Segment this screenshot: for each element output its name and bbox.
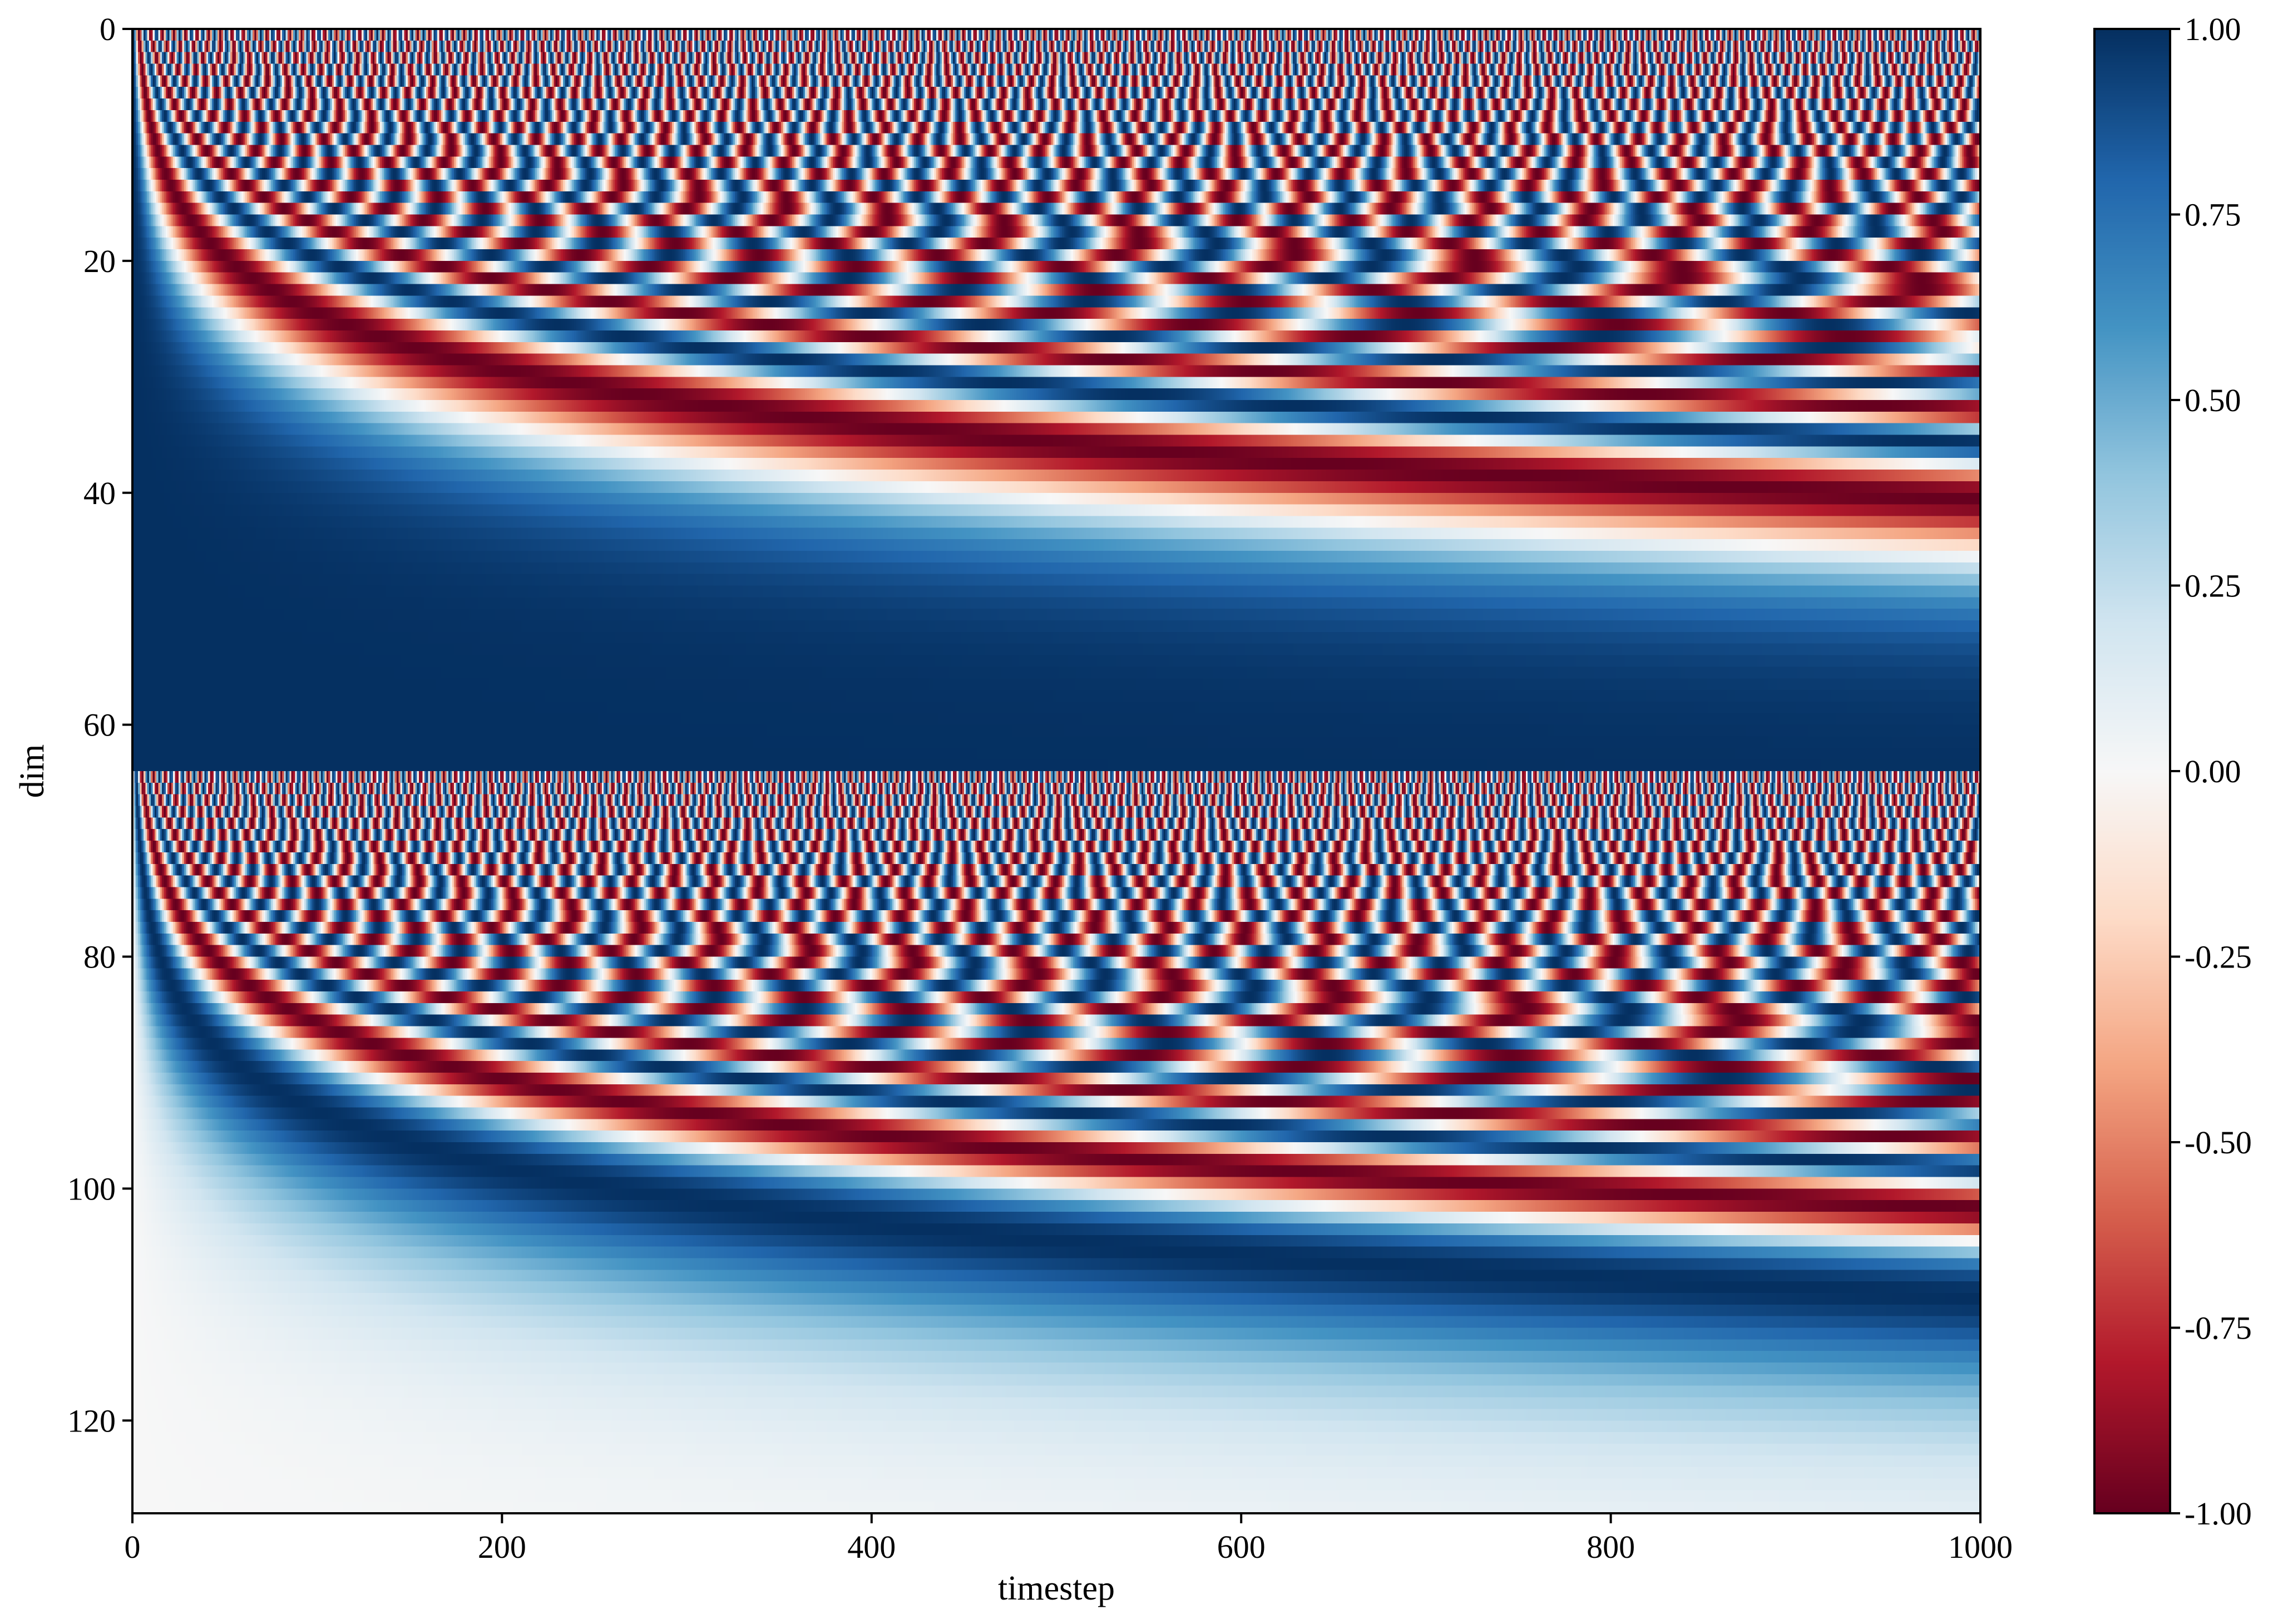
x-axis-label: timestep xyxy=(998,1569,1115,1607)
colorbar-tick-label: 0.75 xyxy=(2185,197,2241,233)
y-tick-label: 100 xyxy=(67,1171,116,1207)
colorbar-frame xyxy=(2093,28,2171,1514)
y-tick-label: 120 xyxy=(67,1403,116,1439)
colorbar-tick-label: 0.50 xyxy=(2185,382,2241,418)
heatmap-image xyxy=(132,29,1980,1513)
colorbar-axis: 1.00 0.75 0.50 0.25 0.00 -0.25 -0.50 -0.75 -1.00 xyxy=(2170,11,2252,1532)
colorbar-tick-label: -0.50 xyxy=(2185,1124,2252,1161)
colorbar-tick-label: -0.75 xyxy=(2185,1310,2252,1346)
colorbar-tick-label: -1.00 xyxy=(2185,1495,2252,1532)
y-axis: 0 20 40 60 80 100 120 xyxy=(67,11,132,1439)
x-tick-label: 200 xyxy=(478,1529,526,1565)
colorbar-tick-label: -0.25 xyxy=(2185,939,2252,975)
y-tick-label: 40 xyxy=(83,475,116,511)
colorbar-gradient xyxy=(2094,29,2170,1513)
plot-frame xyxy=(131,28,1981,1514)
colorbar-tick-label: 1.00 xyxy=(2185,11,2241,47)
y-tick-label: 0 xyxy=(100,11,116,47)
y-tick-label: 60 xyxy=(83,707,116,743)
colorbar-tick-label: 0.25 xyxy=(2185,568,2241,604)
x-axis: 0 200 400 600 800 1000 xyxy=(125,1513,2013,1565)
x-tick-label: 600 xyxy=(1217,1529,1266,1565)
y-tick-label: 20 xyxy=(83,243,116,279)
x-tick-label: 1000 xyxy=(1948,1529,2013,1565)
y-tick-label: 80 xyxy=(83,939,116,975)
x-tick-label: 0 xyxy=(125,1529,141,1565)
x-tick-label: 800 xyxy=(1587,1529,1635,1565)
x-tick-label: 400 xyxy=(847,1529,896,1565)
y-axis-label: dim xyxy=(13,744,51,798)
colorbar-tick-label: 0.00 xyxy=(2185,753,2241,789)
